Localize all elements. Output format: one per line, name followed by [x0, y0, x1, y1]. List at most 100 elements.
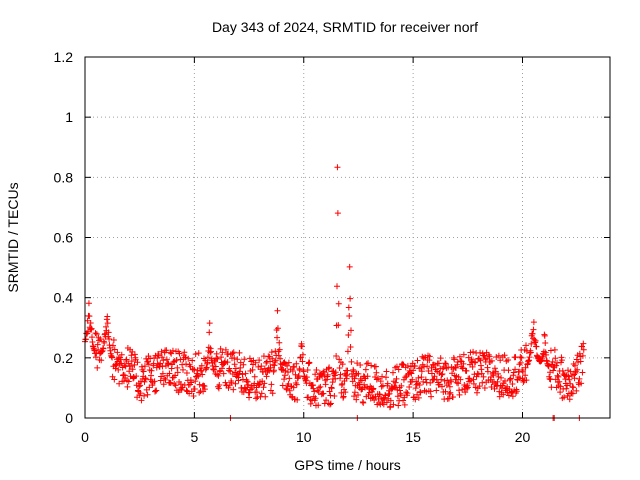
data-point-1063 — [547, 369, 554, 376]
data-point-29 — [94, 341, 101, 348]
data-point-326 — [224, 359, 231, 366]
data-point-896 — [474, 389, 480, 396]
data-point-202 — [170, 358, 177, 365]
data-point-1087 — [557, 383, 564, 390]
data-point-1132 — [577, 353, 584, 360]
data-point-28 — [94, 364, 101, 371]
data-point-1120 — [572, 362, 578, 369]
data-point-817 — [439, 371, 446, 378]
data-point-771 — [419, 353, 426, 360]
data-point-750 — [410, 367, 417, 374]
data-point-137 — [141, 363, 148, 370]
data-point-600 — [344, 367, 351, 374]
data-point-983 — [512, 366, 519, 373]
data-point-1060 — [545, 363, 552, 370]
data-point-993 — [516, 361, 523, 368]
data-point-446 — [277, 355, 284, 362]
data-point-633 — [358, 377, 365, 384]
data-point-76 — [115, 366, 122, 373]
data-point-591 — [340, 393, 347, 400]
data-point-704 — [390, 369, 396, 376]
data-point-823 — [442, 360, 449, 367]
data-point-134 — [140, 368, 147, 375]
data-point-461 — [283, 386, 290, 393]
data-point-305 — [215, 372, 222, 379]
data-point-690 — [383, 399, 390, 406]
data-point-555 — [324, 371, 331, 378]
data-point-245 — [189, 357, 196, 364]
data-point-108 — [129, 348, 136, 355]
data-point-1119 — [571, 375, 578, 382]
data-point-674 — [376, 391, 383, 398]
data-point-1115 — [569, 390, 576, 397]
data-point-978 — [509, 393, 516, 400]
data-point-209 — [173, 357, 180, 364]
data-point-52 — [104, 320, 111, 327]
data-point-444 — [276, 339, 283, 346]
data-point-42 — [100, 345, 107, 352]
data-point-1062 — [546, 375, 553, 382]
data-point-160 — [152, 388, 158, 395]
data-point-351 — [235, 377, 242, 384]
data-point-692 — [384, 380, 391, 387]
data-point-929 — [488, 384, 495, 391]
data-point-940 — [493, 353, 500, 360]
data-point-527 — [312, 395, 319, 402]
data-point-391 — [253, 395, 260, 402]
data-point-970 — [506, 385, 513, 392]
data-point-586 — [338, 389, 345, 396]
data-point-496 — [299, 343, 305, 350]
data-point-107 — [128, 358, 135, 365]
data-point-609 — [348, 358, 355, 365]
data-point-734 — [403, 389, 410, 396]
data-point-959 — [501, 352, 508, 359]
data-point-1008 — [523, 342, 529, 349]
data-point-340 — [230, 349, 237, 356]
data-point-908 — [479, 379, 486, 386]
data-point-882 — [467, 377, 474, 384]
data-point-558 — [326, 364, 333, 371]
data-point-841 — [449, 393, 456, 400]
data-point-573 — [332, 369, 339, 376]
data-point-176 — [159, 354, 165, 361]
data-point-1112 — [568, 390, 575, 397]
data-point-485 — [294, 396, 301, 403]
data-point-717 — [395, 366, 402, 373]
data-point-1052 — [542, 340, 549, 347]
data-point-803 — [433, 387, 440, 394]
data-point-642 — [362, 366, 369, 373]
data-point-1123 — [573, 387, 580, 394]
data-point-716 — [395, 402, 402, 409]
data-point-268 — [199, 371, 206, 378]
data-point-383 — [249, 366, 256, 373]
data-point-526 — [312, 371, 319, 378]
data-point-1104 — [565, 367, 571, 374]
data-point-313 — [218, 365, 225, 372]
data-point-936 — [491, 385, 498, 392]
data-point-404 — [258, 390, 265, 397]
data-point-355 — [237, 364, 244, 371]
data-point-443 — [275, 352, 282, 359]
data-point-32 — [96, 337, 102, 344]
data-point-614 — [350, 368, 357, 375]
data-point-767 — [417, 389, 424, 396]
data-point-1116 — [570, 384, 577, 391]
data-point-337 — [229, 350, 236, 357]
data-point-678 — [378, 383, 385, 390]
data-point-439 — [274, 334, 281, 341]
data-point-428 — [269, 355, 276, 362]
data-point-699 — [387, 397, 394, 404]
data-point-535 — [316, 384, 323, 391]
data-point-476 — [290, 363, 297, 370]
data-point-834 — [446, 383, 453, 390]
data-point-184 — [162, 376, 169, 383]
x-tick-label-1: 5 — [190, 429, 198, 445]
data-point-301 — [213, 350, 220, 357]
data-point-196 — [167, 379, 174, 386]
data-point-948 — [496, 393, 503, 400]
data-point-654 — [368, 362, 375, 369]
data-point-914 — [481, 385, 488, 392]
data-point-484 — [293, 381, 300, 388]
chart-title: Day 343 of 2024, SRMTID for receiver nor… — [212, 19, 478, 35]
data-point-424 — [267, 364, 274, 371]
